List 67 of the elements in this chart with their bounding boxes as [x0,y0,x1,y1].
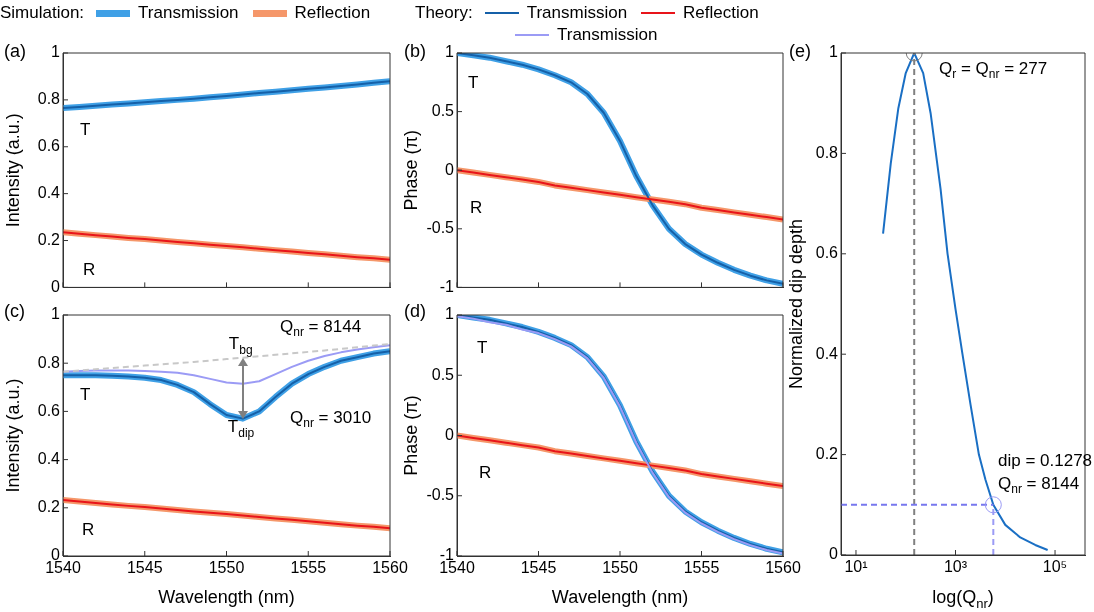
text: Simulation: [0,3,85,23]
y-tick-label: -0.5 [426,219,455,237]
y-tick-label: 0.2 [37,230,61,248]
y-tick-label: 0.8 [37,90,61,108]
x-tick-label: 10³ [943,558,968,576]
y-tick-label: 0.5 [431,102,455,120]
y-tick-label: -0.5 [426,486,455,504]
x-tick-label: 1540 [45,559,81,577]
y-tick-label: 0 [445,160,455,178]
y-tick-label: 1 [445,43,455,61]
chart-title: (c) [4,300,25,321]
y-tick-label: 0 [51,277,61,295]
legend-label: Reflection [683,3,759,23]
legend-label: Reflection [294,3,371,23]
annotation: R [470,197,483,217]
y-tick-label: 0.2 [815,445,839,463]
legend-label: Transmission [526,3,628,23]
x-tick-label: 1560 [372,559,408,577]
y-tick-label: 1 [829,43,839,61]
x-tick-label: 10¹ [844,558,868,576]
y-tick-label: 0.4 [37,450,61,468]
legend-label: Transmission [138,3,239,23]
y-tick-label: 1 [51,43,61,61]
y-axis-title: Intensity (a.u.) [2,113,23,228]
y-axis-title: Phase (π) [400,129,421,211]
y-axis-title: Normalized dip depth [785,218,806,390]
y-tick-label: -1 [439,277,455,295]
chart-title: (b) [404,40,426,61]
annotation: T [468,72,479,92]
chart-title: (a) [4,40,26,61]
annotation: T [80,384,91,404]
y-tick-label: 1 [445,305,455,323]
x-tick-label: 1545 [520,559,557,577]
annotation: dip = 0.1278 [998,450,1093,470]
y-tick-label: 0.2 [37,498,61,516]
x-tick-label: 1550 [208,559,245,577]
annotation: R [82,519,95,539]
x-tick-label: 1555 [290,559,327,577]
y-tick-label: 0.4 [37,184,61,202]
x-tick-label: 10⁵ [1042,558,1068,576]
x-axis-title: Wavelength (nm) [158,586,295,607]
y-axis-title: Intensity (a.u.) [2,378,23,493]
annotation: R [479,462,492,482]
x-tick-label: 1545 [126,559,163,577]
x-tick-label: 1540 [439,559,475,577]
y-tick-label: 0.6 [815,244,839,262]
x-tick-label: 1550 [602,559,638,577]
x-tick-label: 1555 [683,559,720,577]
y-axis-title: Phase (π) [400,395,421,476]
y-tick-label: 0.4 [815,344,839,362]
annotation: T [477,337,488,357]
legend-label: Transmission [557,25,658,45]
y-tick-label: 0.8 [815,143,839,161]
y-tick-label: 0.5 [431,365,455,383]
y-tick-label: 0 [445,425,455,443]
chart-title: (e) [789,40,811,61]
y-tick-label: 0 [829,545,839,563]
annotation: R [83,259,96,279]
y-tick-label: 0.6 [37,137,61,155]
x-tick-label: 1560 [765,559,801,577]
y-tick-label: 0.8 [37,353,61,371]
annotation: T [80,119,91,139]
x-axis-title: Wavelength (nm) [551,586,689,607]
y-tick-label: 1 [51,305,61,323]
text: Theory: [415,3,473,23]
chart-title: (d) [404,300,426,321]
y-tick-label: 0.6 [37,401,61,419]
